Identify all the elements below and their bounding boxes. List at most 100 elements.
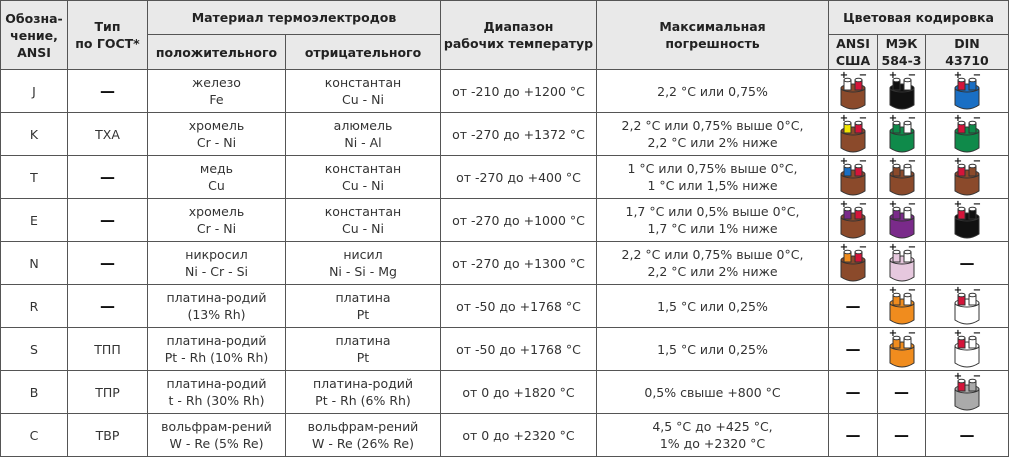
positive-cell: вольфрам-рений W - Re (5% Re) <box>147 413 286 457</box>
cell-line: никросил <box>185 247 248 262</box>
range-cell: от -270 до +400 °C <box>440 155 597 199</box>
ansi-cell: — <box>828 370 878 414</box>
designation-cell: C <box>0 413 68 457</box>
cell-line: 4,5 °C до +425 °C, <box>652 419 773 434</box>
cell-line: Ni - Al <box>344 135 382 150</box>
cell-text: — <box>100 253 115 272</box>
minus-sign: − <box>859 200 867 210</box>
type-header: Тип по ГОСТ* <box>67 0 148 70</box>
plus-sign: + <box>954 286 962 296</box>
cell-line: 1 °C или 0,75% выше 0°C, <box>627 161 798 176</box>
header-line: чение, <box>10 27 58 43</box>
wire-end <box>968 292 977 298</box>
cable-icon: + − <box>888 157 916 196</box>
negative-cell: константан Cu - Ni <box>285 198 441 242</box>
wire-end <box>957 163 966 169</box>
cell-text: — <box>100 81 115 100</box>
type-cell: ТХА <box>67 112 148 156</box>
jacket <box>889 345 914 368</box>
type-cell: — <box>67 284 148 328</box>
wire-end <box>843 120 852 126</box>
minus-sign: − <box>907 243 915 253</box>
plus-sign: + <box>954 114 962 124</box>
cell-text: K <box>29 126 39 142</box>
jacket <box>889 87 914 110</box>
cell-line: 1,5 °C или 0,25% <box>657 341 768 357</box>
cell-text: B <box>29 384 39 400</box>
iec-cell: + − <box>877 327 926 371</box>
wire-end <box>843 163 852 169</box>
cable-icon: + − <box>888 329 916 368</box>
header-line: 43710 <box>945 53 989 68</box>
plus-sign: + <box>888 200 896 210</box>
cell-line: Cu - Ni <box>342 92 384 107</box>
jacket <box>954 345 980 368</box>
cell-line: хромель <box>188 204 245 219</box>
wire-end <box>968 378 977 384</box>
cell-text: — <box>100 167 115 186</box>
minus-sign: − <box>973 329 981 339</box>
cell-text: S <box>30 341 38 357</box>
cell-line: платина <box>335 333 391 348</box>
wire-end <box>854 77 863 83</box>
header-line: МЭК <box>885 36 918 51</box>
cable-icon: + − <box>888 243 916 282</box>
din-cell: + − <box>924 370 1009 414</box>
range-cell: от 0 до +1820 °C <box>440 370 597 414</box>
wire-end <box>968 335 977 341</box>
cell-text: — <box>100 210 115 229</box>
cable-icon: + − <box>840 157 867 196</box>
range-cell: от -270 до +1300 °C <box>440 241 597 285</box>
wire-end <box>843 77 852 83</box>
wire-end <box>854 249 863 255</box>
table-body: J — железо Fe константан Cu - Ni от -210 до +1… <box>0 69 1009 457</box>
cell-line: Pt - Rh (6% Rh) <box>315 393 411 408</box>
table-row: B ТПР платина-родий t - Rh (30% Rh) платина-… <box>0 370 1009 414</box>
iec-cell: + − <box>877 284 926 328</box>
minus-sign: − <box>907 157 915 167</box>
cable-icon: + − <box>840 114 867 153</box>
ansi-cell: + − <box>828 112 878 156</box>
din-cell: + − <box>924 112 1009 156</box>
no-code: — <box>845 382 861 401</box>
type-cell: ТВР <box>67 413 148 457</box>
header-line: по ГОСТ* <box>75 36 140 51</box>
minus-sign: − <box>907 114 915 124</box>
plus-sign: + <box>954 71 962 81</box>
iec-cell: + − <box>877 155 926 199</box>
header-line: Диапазон <box>483 19 554 34</box>
plus-sign: + <box>954 372 962 382</box>
iec-cell: — <box>877 413 926 457</box>
type-cell: ТПП <box>67 327 148 371</box>
din-cell: + − <box>924 198 1009 242</box>
wire-end <box>892 163 900 169</box>
cell-text: ТПП <box>94 341 121 357</box>
cable-icon: + − <box>954 329 981 368</box>
minus-sign: − <box>907 286 915 296</box>
negative-cell: алюмель Ni - Al <box>285 112 441 156</box>
iec-cell: + − <box>877 241 926 285</box>
jacket <box>840 87 866 110</box>
no-code: — <box>845 425 861 444</box>
cell-text: от -210 до +1200 °C <box>452 83 585 99</box>
iec-cell: + − <box>877 112 926 156</box>
jacket <box>954 173 980 196</box>
cell-line: (13% Rh) <box>187 307 246 322</box>
plus-sign: + <box>888 114 896 124</box>
iec-cell: + − <box>877 69 926 113</box>
jacket <box>840 259 866 282</box>
negative-header: отрицательного <box>285 34 441 70</box>
designation-cell: E <box>0 198 68 242</box>
no-code: — <box>959 425 975 444</box>
header-line: DIN <box>954 36 980 51</box>
error-cell: 1 °C или 0,75% выше 0°C, 1 °C или 1,5% ни… <box>596 155 829 199</box>
jacket <box>889 173 914 196</box>
cell-line: 1 °C или 1,5% ниже <box>647 178 778 193</box>
cable-icon: + − <box>840 243 867 282</box>
wire-end <box>843 206 852 212</box>
designation-cell: N <box>0 241 68 285</box>
header-line: Обозна- <box>5 10 63 26</box>
wire-end <box>957 335 966 341</box>
cell-line: Cr - Ni <box>196 221 237 236</box>
